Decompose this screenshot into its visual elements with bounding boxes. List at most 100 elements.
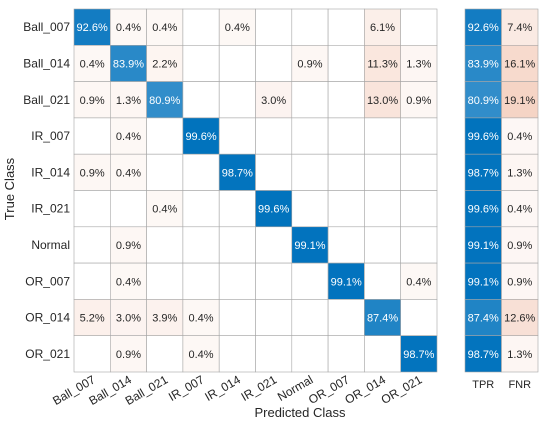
cell-r9-c6: [291, 335, 329, 373]
cell-value-r9-c1: 0.9%: [116, 349, 141, 361]
cell-r3-c9: [400, 117, 438, 155]
cell-r2-c8: [364, 81, 401, 119]
cell-r3-c6: [291, 117, 329, 155]
cell-r2-c6: [291, 81, 329, 119]
cell-value-r0-c2: 0.4%: [152, 22, 177, 34]
fnr-cell-8: [501, 299, 539, 336]
cell-r1-c3: [182, 44, 220, 82]
row-label-ball_014: Ball_014: [23, 56, 70, 70]
cell-r6-c5: [255, 226, 293, 264]
cell-value-r0-c0: 92.6%: [77, 22, 108, 34]
cell-r7-c9: [400, 262, 438, 300]
cell-value-r2-c1: 1.3%: [116, 95, 141, 107]
col-label-ir_021: IR_021: [239, 372, 280, 404]
cell-value-r1-c8: 11.3%: [367, 58, 398, 70]
cell-r8-c4: [218, 299, 256, 336]
cell-r8-c6: [291, 299, 329, 336]
cell-value-r9-c9: 98.7%: [403, 349, 434, 361]
cell-r3-c1: [110, 117, 147, 155]
cell-r6-c8: [364, 226, 401, 264]
col-label-ir_007: IR_007: [166, 372, 207, 404]
cell-r8-c9: [400, 299, 438, 336]
cell-r3-c2: [146, 117, 184, 155]
tpr-value-1: 83.9%: [468, 58, 499, 70]
cell-r8-c1: [110, 299, 147, 336]
cell-r0-c9: [400, 8, 438, 46]
cell-value-r0-c1: 0.4%: [116, 22, 141, 34]
cell-r1-c4: [218, 44, 256, 82]
y-axis-title: True Class: [2, 157, 17, 220]
tpr-cell-1: [464, 44, 502, 82]
cell-r1-c5: [255, 44, 293, 82]
cell-r6-c2: [146, 226, 184, 264]
tpr-value-7: 99.1%: [468, 276, 499, 288]
tpr-cell-2: [464, 81, 502, 119]
cell-value-r8-c1: 3.0%: [116, 313, 141, 325]
cell-r4-c4: [218, 153, 256, 191]
cell-r6-c1: [110, 226, 147, 264]
cell-r6-c9: [400, 226, 438, 264]
cell-r4-c8: [364, 153, 401, 191]
cell-value-r8-c8: 87.4%: [367, 313, 398, 325]
row-label-normal: Normal: [31, 238, 70, 252]
cell-value-r1-c9: 1.3%: [406, 58, 431, 70]
cell-r5-c3: [182, 190, 220, 228]
col-label-ball_021: Ball_021: [123, 372, 171, 408]
cell-r3-c3: [182, 117, 220, 155]
cell-value-r1-c2: 2.2%: [152, 58, 177, 70]
cell-value-r2-c0: 0.9%: [80, 95, 105, 107]
cell-value-r4-c0: 0.9%: [80, 167, 105, 179]
cell-r0-c3: [182, 8, 220, 46]
cell-r1-c7: [327, 44, 365, 82]
tpr-cell-6: [464, 226, 502, 264]
cell-r2-c3: [182, 81, 220, 119]
fnr-value-7: 0.9%: [507, 276, 532, 288]
cell-r2-c2: [146, 81, 184, 119]
tpr-cell-4: [464, 153, 502, 191]
tpr-value-4: 98.7%: [468, 167, 499, 179]
row-label-ball_021: Ball_021: [23, 93, 70, 107]
cell-r4-c6: [291, 153, 329, 191]
tpr-cell-8: [464, 299, 502, 336]
cell-r5-c4: [218, 190, 256, 228]
column-tick-labels: Ball_007Ball_014Ball_021IR_007IR_014IR_0…: [50, 372, 424, 408]
fnr-cell-3: [501, 117, 539, 155]
cell-r5-c0: [73, 190, 111, 228]
cell-r2-c0: [73, 81, 111, 119]
row-label-ir_021: IR_021: [31, 202, 70, 216]
cell-r1-c8: [364, 44, 401, 82]
cell-r1-c2: [146, 44, 184, 82]
row-label-ir_007: IR_007: [31, 129, 70, 143]
x-axis-title: Predicted Class: [254, 405, 346, 420]
tpr-value-3: 99.6%: [468, 131, 499, 143]
row-label-ir_014: IR_014: [31, 165, 70, 179]
col-label-or_014: OR_014: [342, 372, 388, 407]
tpr-value-0: 92.6%: [468, 22, 499, 34]
cell-value-r1-c6: 0.9%: [297, 58, 322, 70]
cell-r7-c0: [73, 262, 111, 300]
cell-value-r2-c8: 13.0%: [367, 95, 398, 107]
fnr-value-9: 1.3%: [507, 349, 532, 361]
cell-r0-c1: [110, 8, 147, 46]
fnr-value-2: 19.1%: [504, 95, 535, 107]
cell-value-r7-c7: 99.1%: [331, 276, 362, 288]
cell-r7-c8: [364, 262, 401, 300]
cell-r5-c6: [291, 190, 329, 228]
cell-r5-c8: [364, 190, 401, 228]
row-label-or_021: OR_021: [25, 347, 70, 361]
cell-value-r3-c1: 0.4%: [116, 131, 141, 143]
cell-r2-c7: [327, 81, 365, 119]
cell-r1-c0: [73, 44, 111, 82]
cell-r4-c2: [146, 153, 184, 191]
tpr-value-8: 87.4%: [468, 313, 499, 325]
cell-r0-c6: [291, 8, 329, 46]
cell-value-r9-c3: 0.4%: [189, 349, 214, 361]
cell-value-r0-c4: 0.4%: [225, 22, 250, 34]
confusion-matrix: 92.6% 0.4% 0.4% 0.4% 6.1% 0.4% 83.9% 2.2% 0.9% 11…: [73, 8, 438, 373]
cell-r8-c7: [327, 299, 365, 336]
fnr-cell-5: [501, 190, 539, 228]
cell-r6-c7: [327, 226, 365, 264]
cell-r9-c4: [218, 335, 256, 373]
cell-r5-c1: [110, 190, 147, 228]
